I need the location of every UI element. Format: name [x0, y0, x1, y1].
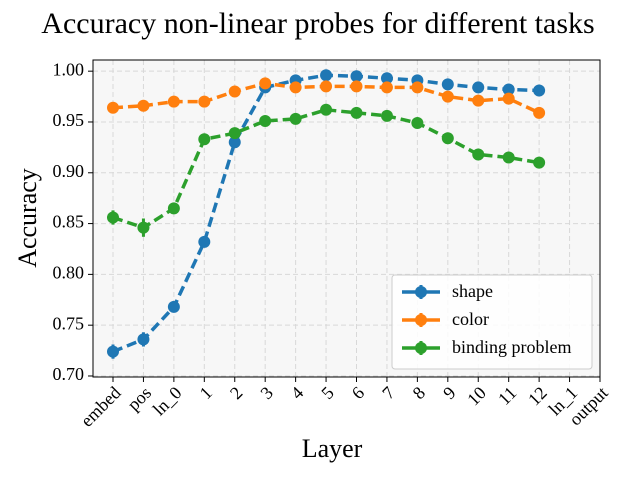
point	[137, 333, 150, 346]
point	[441, 90, 454, 103]
point	[441, 78, 454, 91]
point	[259, 114, 272, 127]
point	[107, 211, 119, 224]
y-tick-label: 0.80	[53, 263, 85, 283]
x-axis-label: Layer	[302, 434, 363, 463]
x-tick-label: 9	[439, 383, 460, 404]
point	[472, 94, 485, 107]
point	[350, 80, 363, 93]
point	[228, 136, 241, 149]
point	[411, 116, 424, 129]
legend-box	[391, 274, 593, 370]
point	[167, 300, 180, 313]
point	[472, 81, 485, 94]
y-tick-label: 0.90	[53, 161, 85, 181]
point	[502, 151, 515, 164]
series-line	[112, 108, 540, 230]
point	[472, 148, 485, 161]
point	[411, 81, 424, 94]
point	[137, 221, 150, 234]
legend-marker	[415, 342, 427, 354]
point	[320, 103, 333, 116]
point	[533, 156, 546, 169]
point	[167, 202, 180, 215]
point	[289, 112, 302, 125]
point	[380, 72, 393, 85]
point	[380, 109, 393, 122]
point	[533, 84, 546, 97]
point	[198, 133, 211, 146]
plot-frame	[92, 59, 601, 378]
point	[259, 77, 272, 90]
point	[137, 99, 150, 112]
x-tick-label: pos	[123, 383, 155, 415]
y-tick-label: 0.75	[53, 313, 85, 333]
point	[380, 81, 393, 94]
x-tick-label: 3	[256, 383, 277, 404]
chart-title: Accuracy non-linear probes for different…	[41, 7, 594, 40]
x-tick-label: 8	[409, 383, 430, 404]
point	[350, 106, 363, 119]
point	[320, 69, 333, 82]
x-tick-label: ln_0	[149, 383, 186, 420]
x-tick-label: 5	[317, 383, 338, 404]
y-tick-label: 0.70	[53, 364, 85, 384]
point	[228, 85, 241, 98]
x-tick-label: 11	[494, 383, 520, 409]
point	[167, 95, 180, 108]
legend-label: shape	[452, 281, 493, 301]
point	[228, 127, 241, 140]
x-tick-label: 2	[226, 383, 247, 404]
x-tick-label: 1	[196, 383, 217, 404]
x-tick-label: 6	[348, 383, 369, 404]
point	[502, 92, 515, 105]
point	[350, 70, 363, 83]
legend-marker	[415, 314, 427, 326]
legend-label: binding problem	[452, 337, 572, 357]
y-tick-label: 0.95	[53, 110, 85, 130]
x-tick-label: 10	[463, 383, 490, 410]
legend-label: color	[452, 309, 489, 329]
point	[198, 95, 211, 108]
x-tick-label: 7	[378, 383, 399, 404]
x-tick-label: embed	[77, 383, 125, 431]
x-tick-label: 4	[287, 383, 308, 404]
point	[198, 235, 211, 248]
point	[533, 106, 546, 119]
point	[320, 80, 333, 93]
y-axis-label: Accuracy	[13, 168, 42, 268]
point	[502, 83, 515, 96]
legend-marker	[415, 286, 427, 298]
y-tick-label: 0.85	[53, 212, 85, 232]
point	[289, 81, 302, 94]
point	[107, 345, 119, 358]
point	[107, 101, 119, 114]
y-tick-label: 1.00	[53, 59, 85, 79]
point	[441, 132, 454, 145]
